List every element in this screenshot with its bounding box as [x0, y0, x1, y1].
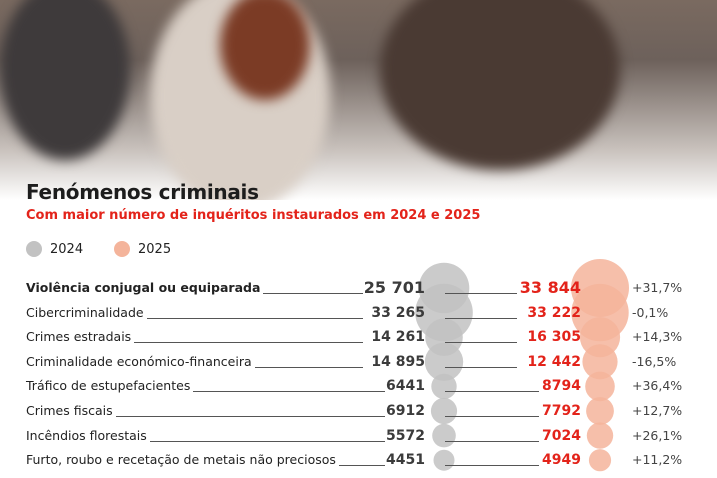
leader-line-2025 [445, 317, 517, 319]
legend-item-2024: 2024 [26, 241, 83, 257]
leader-line-2025 [445, 342, 517, 344]
photo-hair-shape [220, 0, 310, 100]
photo-fist-shape [380, 0, 620, 170]
category-label: Criminalidade económico-financeira [26, 352, 255, 371]
legend-dot-2024 [26, 241, 42, 257]
value-2024: 33 265 [371, 304, 425, 321]
leader-line-2025 [445, 366, 517, 368]
category-label: Cibercriminalidade [26, 303, 147, 322]
change-percent: +31,7% [632, 280, 683, 295]
leader-line-2025 [445, 465, 539, 467]
change-percent: -0,1% [632, 304, 669, 320]
table-row: Cibercriminalidade 33 265 33 222 -0,1% [0, 303, 717, 328]
leader-line-2024 [30, 391, 385, 393]
value-2024: 6441 [386, 378, 425, 395]
table-row: Criminalidade económico-financeira 14 895… [0, 352, 717, 377]
table-row: Tráfico de estupefacientes 6441 8794 +36,4% [0, 377, 717, 401]
legend-label-2025: 2025 [138, 241, 172, 257]
category-label: Violência conjugal ou equiparada [26, 279, 264, 297]
value-2024: 14 895 [371, 353, 425, 370]
table-row: Crimes estradais 14 261 16 305 +14,3% [0, 328, 717, 352]
category-label: Furto, roubo e recetação de metais não p… [26, 451, 339, 470]
value-2025: 8794 [542, 378, 581, 395]
value-2024: 25 701 [363, 278, 425, 297]
table-row: Crimes fiscais 6912 7792 +12,7% [0, 402, 717, 426]
value-2025: 12 442 [527, 353, 581, 370]
value-2024: 5572 [386, 427, 425, 444]
category-label: Tráfico de estupefacientes [26, 377, 194, 396]
value-2025: 33 844 [519, 278, 581, 297]
category-label: Crimes estradais [26, 328, 135, 347]
leader-line-2024 [30, 342, 363, 344]
value-2024: 4451 [386, 452, 425, 469]
legend-label-2024: 2024 [50, 241, 84, 257]
chart-title: Fenómenos criminais [26, 180, 259, 204]
value-2025: 33 222 [527, 304, 581, 321]
change-percent: +14,3% [632, 329, 683, 345]
value-2025: 7792 [542, 403, 581, 419]
category-label: Crimes fiscais [26, 402, 116, 420]
value-2024: 14 261 [371, 329, 425, 346]
photo-dark-shape [0, 0, 130, 160]
leader-line-2025 [445, 391, 539, 393]
header-photo [0, 0, 717, 200]
change-percent: +26,1% [632, 427, 683, 443]
leader-line-2024 [30, 440, 385, 442]
change-percent: +11,2% [632, 452, 683, 468]
value-2025: 4949 [542, 452, 581, 469]
chart-subtitle: Com maior número de inquéritos instaurad… [26, 208, 481, 223]
table-row: Furto, roubo e recetação de metais não p… [0, 451, 717, 475]
value-2024: 6912 [386, 403, 425, 419]
value-2025: 16 305 [527, 329, 581, 346]
change-percent: +36,4% [632, 378, 683, 394]
legend-item-2025: 2025 [114, 241, 171, 257]
leader-line-2024 [30, 416, 385, 417]
legend-dot-2025 [114, 241, 130, 257]
leader-line-2025 [445, 293, 517, 294]
change-percent: -16,5% [632, 353, 677, 369]
table-row: Incêndios florestais 5572 7024 +26,1% [0, 426, 717, 451]
value-2025: 7024 [542, 427, 581, 444]
table-row: Violência conjugal ou equiparada 25 701 33… [0, 279, 717, 303]
leader-line-2024 [30, 317, 363, 319]
change-percent: +12,7% [632, 403, 683, 418]
category-label: Incêndios florestais [26, 426, 150, 445]
leader-line-2025 [445, 440, 539, 442]
leader-line-2025 [445, 416, 539, 417]
